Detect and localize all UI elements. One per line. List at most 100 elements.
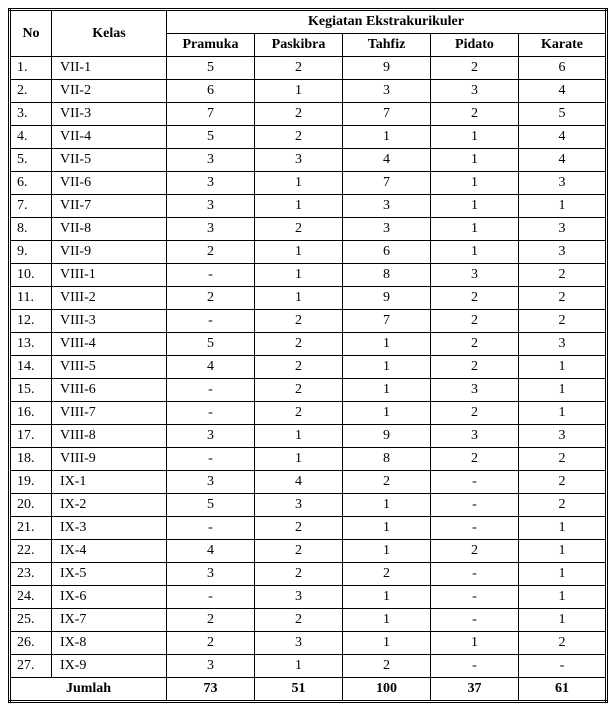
cell-value: 1 — [343, 494, 431, 517]
table-row: 18.VIII-9-1822 — [10, 448, 607, 471]
table-row: 11.VIII-221922 — [10, 287, 607, 310]
cell-value: 3 — [343, 80, 431, 103]
cell-value: 8 — [343, 264, 431, 287]
cell-value: 2 — [431, 540, 519, 563]
cell-no: 6. — [10, 172, 52, 195]
cell-value: 2 — [167, 609, 255, 632]
table-row: 3.VII-372725 — [10, 103, 607, 126]
cell-value: 3 — [255, 632, 343, 655]
cell-value: 3 — [167, 563, 255, 586]
cell-no: 5. — [10, 149, 52, 172]
cell-value: 2 — [255, 218, 343, 241]
cell-value: 3 — [519, 218, 607, 241]
cell-value: 2 — [255, 126, 343, 149]
cell-value: 3 — [519, 333, 607, 356]
cell-no: 4. — [10, 126, 52, 149]
table-row: 27.IX-9312-- — [10, 655, 607, 678]
cell-value: 1 — [519, 563, 607, 586]
cell-value: - — [431, 609, 519, 632]
cell-no: 22. — [10, 540, 52, 563]
cell-value: 7 — [343, 103, 431, 126]
cell-value: 3 — [519, 172, 607, 195]
cell-no: 1. — [10, 57, 52, 80]
cell-value: 1 — [343, 333, 431, 356]
footer-total: 100 — [343, 678, 431, 702]
table-row: 26.IX-823112 — [10, 632, 607, 655]
table-row: 24.IX-6-31-1 — [10, 586, 607, 609]
cell-value: 1 — [343, 379, 431, 402]
cell-value: 2 — [255, 356, 343, 379]
cell-value: 4 — [167, 540, 255, 563]
cell-kelas: VII-7 — [52, 195, 167, 218]
header-activities-group: Kegiatan Ekstrakurikuler — [167, 10, 607, 34]
cell-value: 1 — [431, 195, 519, 218]
cell-no: 26. — [10, 632, 52, 655]
table-row: 10.VIII-1-1832 — [10, 264, 607, 287]
cell-value: 1 — [519, 517, 607, 540]
cell-value: 1 — [343, 356, 431, 379]
table-row: 8.VII-832313 — [10, 218, 607, 241]
cell-value: 1 — [519, 540, 607, 563]
cell-no: 10. — [10, 264, 52, 287]
cell-value: 3 — [519, 425, 607, 448]
cell-no: 11. — [10, 287, 52, 310]
cell-kelas: VII-4 — [52, 126, 167, 149]
cell-kelas: VII-5 — [52, 149, 167, 172]
cell-no: 7. — [10, 195, 52, 218]
table-row: 21.IX-3-21-1 — [10, 517, 607, 540]
cell-value: 5 — [167, 126, 255, 149]
cell-no: 14. — [10, 356, 52, 379]
cell-value: 3 — [431, 425, 519, 448]
cell-value: 1 — [519, 195, 607, 218]
cell-value: 1 — [431, 126, 519, 149]
cell-kelas: IX-3 — [52, 517, 167, 540]
cell-kelas: VIII-6 — [52, 379, 167, 402]
cell-value: 1 — [343, 402, 431, 425]
cell-value: 7 — [343, 172, 431, 195]
table-row: 5.VII-533414 — [10, 149, 607, 172]
table-body: 1.VII-1529262.VII-2613343.VII-3727254.VI… — [10, 57, 607, 678]
cell-value: 4 — [519, 149, 607, 172]
table-row: 19.IX-1342-2 — [10, 471, 607, 494]
table-row: 17.VIII-831933 — [10, 425, 607, 448]
cell-value: 3 — [255, 586, 343, 609]
cell-value: 2 — [255, 310, 343, 333]
cell-kelas: VIII-2 — [52, 287, 167, 310]
cell-value: 3 — [167, 218, 255, 241]
cell-value: 3 — [255, 149, 343, 172]
cell-kelas: VIII-9 — [52, 448, 167, 471]
cell-value: 1 — [431, 172, 519, 195]
cell-value: - — [167, 402, 255, 425]
footer-label: Jumlah — [10, 678, 167, 702]
table-row: 23.IX-5322-1 — [10, 563, 607, 586]
cell-no: 23. — [10, 563, 52, 586]
header-activity: Karate — [519, 34, 607, 57]
cell-no: 15. — [10, 379, 52, 402]
cell-no: 12. — [10, 310, 52, 333]
cell-kelas: VIII-7 — [52, 402, 167, 425]
extracurricular-table: No Kelas Kegiatan Ekstrakurikuler Pramuk… — [8, 8, 608, 703]
cell-value: 3 — [519, 241, 607, 264]
table-row: 7.VII-731311 — [10, 195, 607, 218]
header-no: No — [10, 10, 52, 57]
cell-value: 3 — [167, 425, 255, 448]
cell-value: - — [431, 471, 519, 494]
cell-kelas: VIII-1 — [52, 264, 167, 287]
cell-value: 1 — [519, 586, 607, 609]
cell-value: 6 — [519, 57, 607, 80]
cell-value: 2 — [255, 333, 343, 356]
cell-kelas: IX-6 — [52, 586, 167, 609]
header-kelas: Kelas — [52, 10, 167, 57]
cell-value: 2 — [343, 471, 431, 494]
cell-value: 2 — [431, 103, 519, 126]
cell-no: 13. — [10, 333, 52, 356]
cell-value: 2 — [431, 333, 519, 356]
cell-value: 2 — [167, 287, 255, 310]
header-activity: Pidato — [431, 34, 519, 57]
table-footer: Jumlah 73 51 100 37 61 — [10, 678, 607, 702]
cell-value: 2 — [255, 402, 343, 425]
cell-no: 25. — [10, 609, 52, 632]
cell-kelas: VII-8 — [52, 218, 167, 241]
cell-no: 9. — [10, 241, 52, 264]
cell-value: 2 — [255, 103, 343, 126]
